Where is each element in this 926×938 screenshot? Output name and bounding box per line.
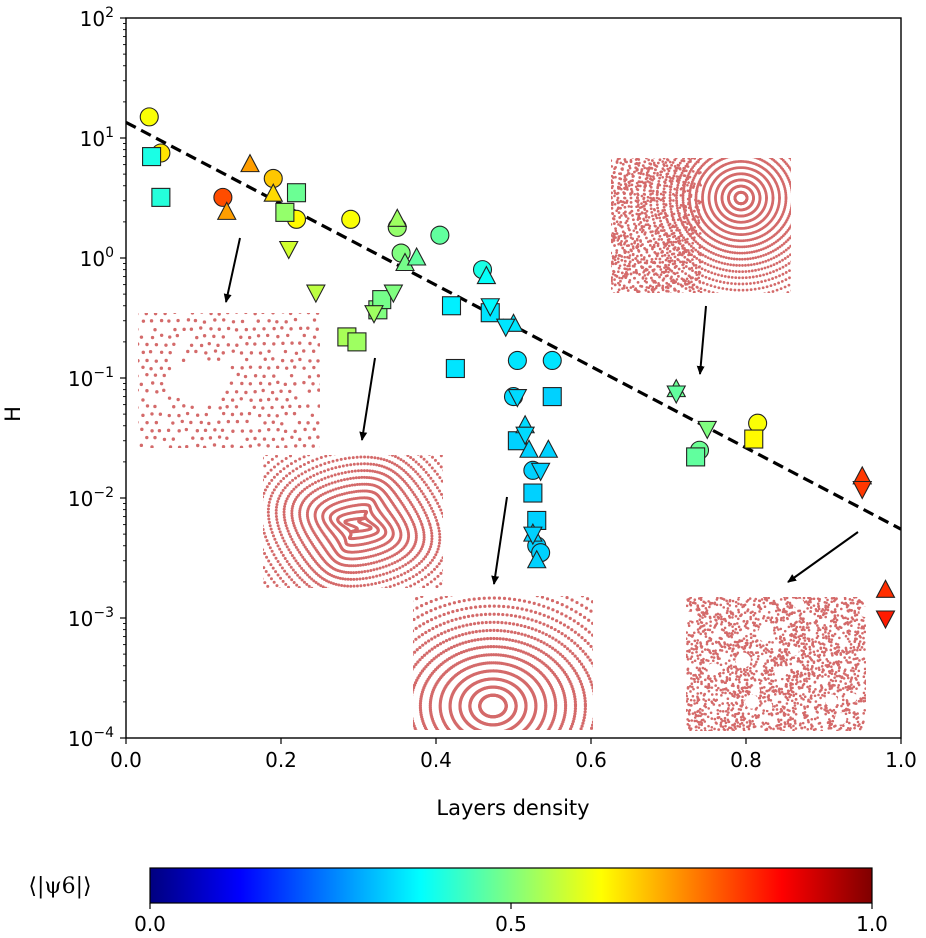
data-point-circle xyxy=(508,351,526,369)
data-point-triangle-down xyxy=(307,285,325,302)
colorbar-gradient xyxy=(150,868,872,903)
data-point-circle xyxy=(543,351,561,369)
inset-arrow xyxy=(700,306,706,374)
data-point-square xyxy=(443,297,461,315)
y-tick-label: 102 xyxy=(80,5,114,31)
colorbar-tick-label: 0.5 xyxy=(495,912,527,936)
data-point-square xyxy=(348,333,366,351)
data-point-triangle-up xyxy=(241,155,259,172)
colorbar-label: ⟨|ψ6|⟩ xyxy=(28,874,91,899)
colorbar-tick-label: 0.0 xyxy=(134,912,166,936)
data-point-square xyxy=(524,484,542,502)
y-tick-label: 100 xyxy=(80,245,114,271)
data-point-triangle-down xyxy=(280,241,298,258)
inset-sparse-hex-with-void xyxy=(135,310,334,457)
y-tick-label: 101 xyxy=(80,125,114,151)
data-point-triangle-up xyxy=(388,209,406,226)
data-point-circle xyxy=(431,226,449,244)
y-axis-label: H xyxy=(1,406,25,422)
inset-arrow xyxy=(494,497,507,584)
inset-dense-mixed xyxy=(558,24,924,372)
data-point-triangle-up xyxy=(264,184,282,201)
data-point-square xyxy=(687,448,705,466)
inset-arrow xyxy=(788,532,858,582)
data-point-triangle-up xyxy=(877,580,895,597)
data-point-circle xyxy=(140,108,158,126)
data-point-circle xyxy=(214,188,232,206)
data-point-square xyxy=(276,203,294,221)
x-tick-label: 0.6 xyxy=(575,748,607,772)
x-tick-label: 0.2 xyxy=(265,748,297,772)
data-point-square xyxy=(143,148,161,166)
y-tick-label: 10−4 xyxy=(68,725,114,751)
data-point-square xyxy=(152,188,170,206)
data-point-circle xyxy=(342,210,360,228)
x-tick-label: 0.4 xyxy=(420,748,452,772)
y-tick-label: 10−3 xyxy=(68,605,114,631)
data-point-square xyxy=(446,359,464,377)
x-tick-label: 0.0 xyxy=(110,748,142,772)
x-tick-label: 1.0 xyxy=(885,748,917,772)
data-point-square xyxy=(745,430,763,448)
y-tick-label: 10−2 xyxy=(68,485,114,511)
data-point-triangle-down xyxy=(853,481,871,498)
data-point-square xyxy=(288,184,306,202)
x-tick-label: 0.8 xyxy=(730,748,762,772)
data-point-square xyxy=(543,388,561,406)
colorbar: ⟨|ψ6|⟩ 0.0 0.5 1.0 xyxy=(28,868,888,936)
data-point-triangle-up xyxy=(539,440,557,457)
colorbar-tick-label: 1.0 xyxy=(856,912,888,936)
x-axis-label: Layers density xyxy=(436,796,589,820)
y-tick-label: 10−1 xyxy=(68,365,114,391)
inset-dense-disordered xyxy=(685,596,870,733)
data-point-triangle-down xyxy=(877,611,895,628)
inset-arrow xyxy=(362,358,375,440)
inset-arrow xyxy=(226,238,240,302)
